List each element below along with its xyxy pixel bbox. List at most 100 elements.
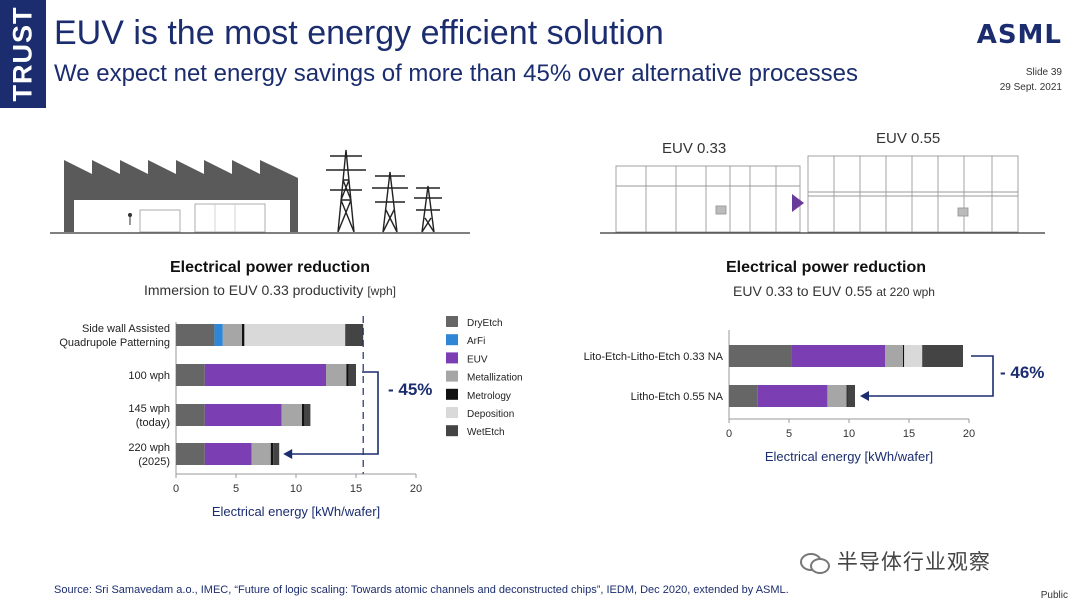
chart1-bar-segment-metallization — [222, 324, 242, 346]
chart1-reduction-label: - 45% — [388, 380, 432, 399]
watermark: 半导体行业观察 — [800, 546, 991, 576]
chart1-bar-segment-euv — [204, 404, 282, 426]
chart1-x-axis-title: Electrical energy [kWh/wafer] — [212, 504, 380, 519]
slide-date: 29 Sept. 2021 — [999, 82, 1062, 93]
chart1-category-label: Side wall Assisted — [82, 323, 170, 335]
chart1-bar-segment-wetetch — [273, 443, 280, 465]
chart2-x-tick-label: 0 — [726, 428, 732, 440]
chart2-title: Electrical power reduction — [725, 259, 927, 276]
chart2-bar-segment-metrology — [846, 385, 848, 407]
chart1-bar-segment-metallization — [251, 443, 271, 465]
chart1-bar-segment-wetetch — [304, 404, 311, 426]
chart2-bar-segment-dryetch — [729, 345, 792, 367]
chart2-reduction-bracket — [869, 355, 994, 397]
chart1-category-label: 100 wph — [128, 370, 170, 382]
legend-swatch-arfi — [446, 334, 458, 346]
asml-logo: ASML — [976, 20, 1062, 50]
chart1-svg: 0 5 10 15 20 Electrical energy [kWh/wafer] Sid… — [59, 316, 432, 519]
chart2-arrow-head-icon — [860, 391, 869, 401]
chart1-x-tick-label: 20 — [410, 483, 422, 495]
chart2-bar-segment-metallization — [827, 385, 847, 407]
chart1-category-label: (2025) — [138, 456, 170, 468]
euv055-tool-icon — [807, 155, 1019, 233]
chart1-category-label: 145 wph — [128, 403, 170, 415]
euv033-tool-icon — [615, 165, 801, 233]
legend-label-euv: EUV — [467, 354, 488, 365]
euv033-label: EUV 0.33 — [662, 140, 727, 157]
chart2-category-label: Lito-Etch-Litho-Etch 0.33 NA — [584, 351, 724, 363]
chart1-reduction-bracket — [291, 371, 379, 455]
chart2-bar-segment-euv — [791, 345, 885, 367]
chart2-x-tick-label: 10 — [843, 428, 855, 440]
chart1-category-label: (today) — [136, 417, 170, 429]
classification-label: Public — [1040, 590, 1068, 601]
trust-tag: TRUST — [0, 0, 46, 108]
chart1-title: Electrical power reduction — [169, 259, 371, 276]
slide-number: Slide 39 — [1025, 67, 1062, 78]
chart2-bar-segment-dryetch — [729, 385, 758, 407]
chart2-subtitle: EUV 0.33 to EUV 0.55 at 220 wph — [733, 283, 935, 299]
legend-label-dryetch: DryEtch — [467, 318, 503, 329]
chart2-bar-segment-deposition — [904, 345, 923, 367]
chart2-x-tick-label: 15 — [903, 428, 915, 440]
chart1-subtitle-text: Immersion to EUV 0.33 productivity — [144, 282, 364, 298]
legend-swatch-wetetch — [446, 425, 458, 437]
wechat-icon — [800, 551, 830, 574]
chart1-x-tick-label: 5 — [233, 483, 239, 495]
chart2-bar-segment-euv — [757, 385, 828, 407]
chart1-bar-segment-metrology — [346, 364, 349, 386]
chart1-bar-segment-dryetch — [176, 364, 205, 386]
chart2-x-tick-label: 20 — [963, 428, 975, 440]
chart1-x-tick-label: 10 — [290, 483, 302, 495]
chart2-bar-segment-wetetch — [922, 345, 963, 367]
chart1-x-tick-label: 0 — [173, 483, 179, 495]
watermark-text: 半导体行业观察 — [836, 551, 991, 574]
chart2-svg: 0 5 10 15 20 Electrical energy [kWh/wafer] Lit… — [584, 330, 1044, 464]
chart1-bar-segment-dryetch — [176, 324, 215, 346]
chart2-x-axis-title: Electrical energy [kWh/wafer] — [765, 449, 933, 464]
page-title: EUV is the most energy efficient solutio… — [54, 14, 664, 52]
source-note: Source: Sri Samavedam a.o., IMEC, “Futur… — [54, 584, 789, 596]
chart1-x-tick-label: 15 — [350, 483, 362, 495]
chart1-bar-segment-dryetch — [176, 404, 205, 426]
chart2-reduction-label: - 46% — [1000, 363, 1044, 382]
legend-label-metrology: Metrology — [467, 391, 511, 402]
chart1-bar-segment-arfi — [214, 324, 223, 346]
legend-label-metallization: Metallization — [467, 373, 523, 384]
chart2-bar-segment-metallization — [885, 345, 903, 367]
trust-tag-label: TRUST — [7, 6, 38, 102]
chart2-subtitle-unit: at 220 wph — [876, 285, 935, 299]
chart1-bar-segment-dryetch — [176, 443, 205, 465]
chart1-bar-segment-metrology — [242, 324, 245, 346]
euv-tools-illustration — [600, 155, 1045, 234]
chart1-bar-segment-metallization — [281, 404, 302, 426]
fab-illustration — [50, 149, 470, 234]
legend-label-wetetch: WetEtch — [467, 427, 505, 438]
page-subtitle: We expect net energy savings of more tha… — [54, 60, 858, 87]
chart1-arrow-head-icon — [283, 449, 293, 459]
chart1-category-label: 220 wph — [128, 442, 170, 454]
chart2-subtitle-text: EUV 0.33 to EUV 0.55 — [733, 283, 873, 299]
legend-swatch-euv — [446, 352, 458, 364]
legend-svg: DryEtch ArFi EUV Metallization Metrology Depo… — [446, 316, 523, 438]
chart2-bar-segment-wetetch — [847, 385, 855, 407]
legend-swatch-metrology — [446, 388, 458, 400]
chart1-subtitle-unit: [wph] — [367, 284, 396, 298]
euv055-label: EUV 0.55 — [876, 130, 941, 147]
chart1-bar-segment-deposition — [244, 324, 346, 346]
chart1-category-label: Quadrupole Patterning — [59, 337, 170, 349]
legend-swatch-dryetch — [446, 316, 458, 327]
legend-swatch-deposition — [446, 407, 458, 418]
legend-swatch-metallization — [446, 370, 458, 382]
chart1-bar-segment-metrology — [302, 404, 305, 426]
legend-label-arfi: ArFi — [467, 336, 485, 347]
legend-label-deposition: Deposition — [467, 409, 514, 420]
power-pylon-icon — [326, 149, 442, 233]
chart1-bar-segment-metallization — [326, 364, 347, 386]
chart2-category-label: Litho-Etch 0.55 NA — [631, 391, 724, 403]
chart1-bar-segment-metrology — [270, 443, 274, 465]
fab-building-icon — [50, 160, 470, 234]
chart1-subtitle: Immersion to EUV 0.33 productivity [wph] — [144, 282, 396, 298]
chart2-x-tick-label: 5 — [786, 428, 792, 440]
chart1-bar-segment-euv — [204, 443, 252, 465]
